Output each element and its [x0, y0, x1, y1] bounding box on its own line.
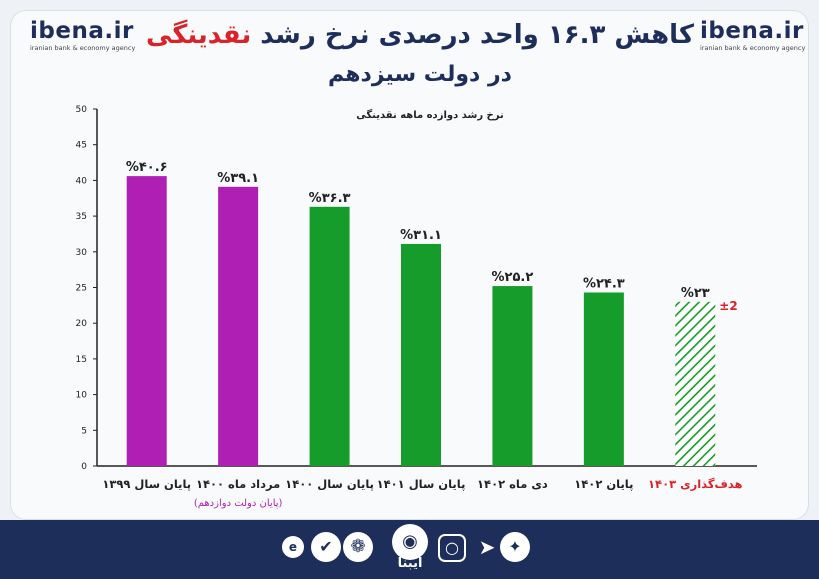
- category-label: دی ماه ۱۴۰۲: [477, 477, 548, 491]
- footer-brand: ایبنا: [397, 556, 423, 571]
- bar-chart: 0 5 10 15 20 25 30 35 40 45 50 %۴۰.۶ پایان سال ۱۳۹۹%…: [76, 105, 757, 509]
- chart-subtitle: نرخ رشد دوازده ماهه نقدینگی: [356, 110, 504, 121]
- bar-value-label: %۲۳: [681, 286, 710, 301]
- logo-left: ibena.ir: [30, 18, 134, 44]
- twitter-icon[interactable]: ✦: [500, 532, 530, 562]
- y-tick-label: 5: [81, 426, 87, 436]
- logo-right-subtitle: iranian bank & economy agency: [700, 44, 806, 52]
- bar: [126, 176, 167, 466]
- bar: [492, 286, 533, 466]
- page-title: کاهش ۱۶.۳ واحد درصدی نرخ رشد نقدینگی: [140, 20, 700, 50]
- target-tolerance-label: ±2: [719, 299, 737, 313]
- category-note: (پایان دولت دوازدهم): [194, 498, 283, 509]
- y-tick-label: 40: [76, 176, 88, 186]
- bar: [583, 292, 624, 466]
- y-tick-label: 35: [76, 212, 87, 222]
- eitaa-icon[interactable]: e: [282, 536, 304, 558]
- bar-value-label: %۳۹.۱: [217, 171, 259, 186]
- verified-icon[interactable]: ✔: [311, 532, 341, 562]
- category-label: پایان سال ۱۴۰۱: [377, 477, 466, 491]
- category-label: پایان سال ۱۳۹۹: [102, 477, 191, 491]
- ibena-broadcast-icon[interactable]: ◉: [392, 524, 428, 560]
- y-tick-label: 45: [76, 141, 87, 151]
- instagram-icon[interactable]: ○: [438, 534, 466, 562]
- bar-value-label: %۴۰.۶: [126, 160, 168, 175]
- category-label: هدف‌گذاری ۱۴۰۳: [648, 477, 743, 491]
- chart-card: ibena.ir iranian bank & economy agency i…: [10, 10, 809, 520]
- y-tick-label: 0: [81, 462, 87, 472]
- aparat-icon[interactable]: ❁: [343, 532, 373, 562]
- bar-value-label: %۲۵.۲: [492, 270, 534, 285]
- y-tick-label: 20: [76, 319, 88, 329]
- page-title-line2: در دولت سیزدهم: [328, 62, 512, 87]
- bar: [675, 301, 716, 466]
- y-tick-label: 30: [76, 248, 88, 258]
- bar-value-label: %۳۶.۳: [309, 191, 351, 206]
- y-tick-label: 10: [76, 391, 88, 401]
- title-highlight: نقدینگی: [145, 20, 252, 50]
- bar: [401, 243, 441, 466]
- category-label: پایان ۱۴۰۲: [574, 477, 633, 491]
- footer-bar: ✦ ➤ ○ ◉ ایبنا ❁ ✔ e: [0, 520, 819, 579]
- bar: [309, 206, 350, 466]
- logo-left-subtitle: iranian bank & economy agency: [30, 44, 136, 52]
- y-tick-label: 15: [76, 355, 87, 365]
- y-tick-label: 25: [76, 284, 87, 294]
- y-tick-label: 50: [76, 105, 88, 115]
- bar-value-label: %۳۱.۱: [400, 228, 442, 243]
- logo-right: ibena.ir: [700, 18, 804, 44]
- bar-value-label: %۲۴.۳: [583, 276, 625, 291]
- bar: [218, 186, 259, 467]
- telegram-icon[interactable]: ➤: [478, 535, 496, 559]
- category-label: مرداد ماه ۱۴۰۰: [196, 477, 280, 491]
- title-main: کاهش ۱۶.۳ واحد درصدی نرخ رشد: [251, 20, 695, 50]
- category-label: پایان سال ۱۴۰۰: [285, 477, 374, 491]
